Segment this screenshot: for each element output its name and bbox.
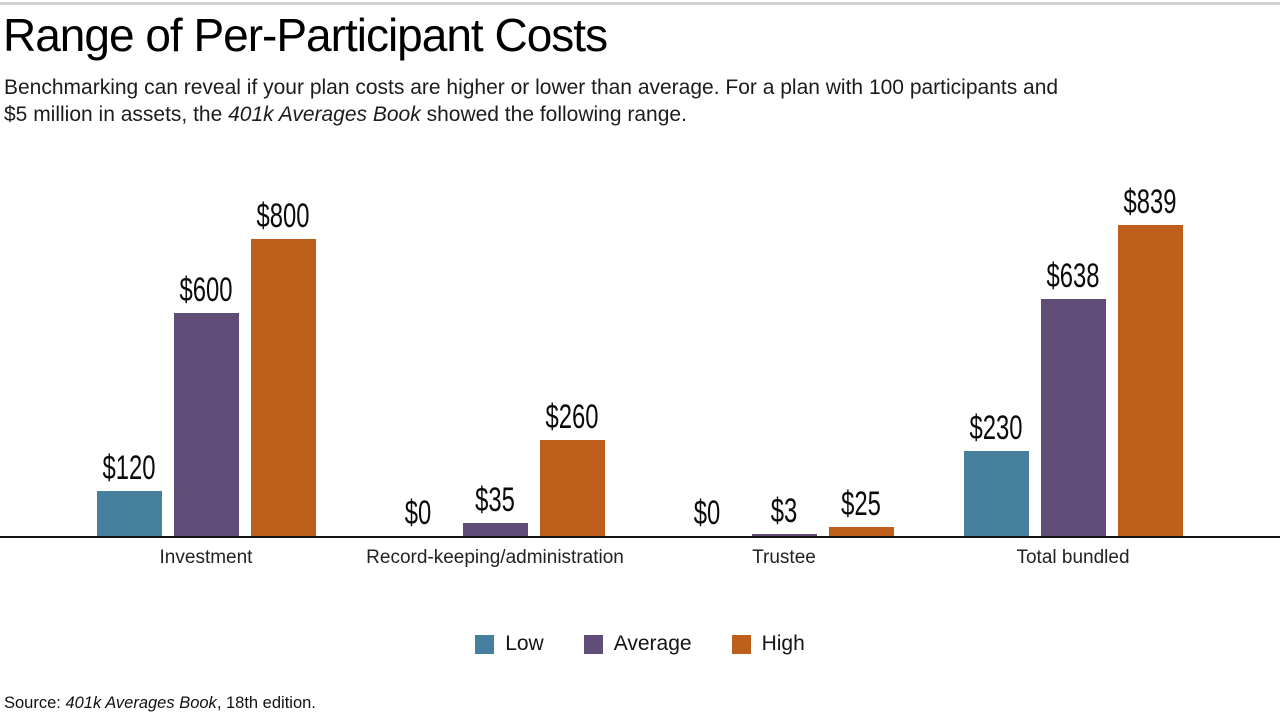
- legend-label-low: Low: [505, 632, 544, 655]
- legend: Low Average High: [0, 632, 1280, 656]
- source-note: Source: 401k Averages Book, 18th edition…: [4, 694, 316, 713]
- legend-label-high: High: [761, 632, 805, 655]
- x-axis-line: [0, 536, 1280, 538]
- subtitle-line2-post: showed the following range.: [420, 103, 687, 126]
- bar-value-label: $0: [693, 494, 721, 532]
- bar-high-total-bundled: [1117, 225, 1183, 536]
- legend-item-low: Low: [475, 632, 544, 656]
- bar-value-label: $839: [1123, 183, 1177, 221]
- bar-high-investment: [250, 239, 316, 536]
- chart-subtitle: Benchmarking can reveal if your plan cos…: [4, 74, 1264, 128]
- bar-value-label: $230: [969, 409, 1023, 447]
- bar-low-investment: [96, 491, 162, 536]
- source-suffix: , 18th edition.: [216, 694, 316, 712]
- bar-high-record-keeping-administration: [539, 440, 605, 536]
- top-divider-line: [0, 2, 1280, 5]
- category-label-trustee: Trustee: [752, 547, 816, 568]
- subtitle-line2-pre: $5 million in assets, the: [4, 103, 229, 126]
- bar-value-label: $25: [841, 485, 881, 523]
- category-label-record-keeping-administration: Record-keeping/administration: [366, 547, 624, 568]
- bar-high-trustee: [828, 527, 894, 536]
- subtitle-line1: Benchmarking can reveal if your plan cos…: [4, 76, 1059, 99]
- bar-value-label: $120: [102, 449, 156, 487]
- bar-value-label: $35: [475, 481, 515, 519]
- bar-value-label: $260: [545, 398, 599, 436]
- bar-value-label: $0: [404, 494, 432, 532]
- legend-item-high: High: [731, 632, 805, 656]
- source-prefix: Source:: [4, 694, 66, 712]
- legend-swatch-high: [731, 634, 751, 654]
- bar-average-record-keeping-administration: [462, 523, 528, 536]
- bar-value-label: $3: [770, 492, 798, 530]
- bar-average-total-bundled: [1040, 299, 1106, 536]
- bar-low-total-bundled: [963, 451, 1029, 536]
- category-label-investment: Investment: [159, 547, 253, 568]
- bar-value-label: $600: [179, 271, 233, 309]
- category-label-total-bundled: Total bundled: [1016, 547, 1130, 568]
- subtitle-book-title: 401k Averages Book: [228, 103, 421, 126]
- bar-average-trustee: [751, 534, 817, 536]
- source-book-title: 401k Averages Book: [65, 694, 217, 712]
- legend-label-average: Average: [613, 632, 692, 655]
- bar-value-label: $638: [1046, 257, 1100, 295]
- bar-average-investment: [173, 313, 239, 536]
- legend-item-average: Average: [583, 632, 692, 656]
- legend-swatch-average: [583, 634, 603, 654]
- page-title: Range of Per-Participant Costs: [3, 9, 608, 61]
- bar-value-label: $800: [256, 197, 310, 235]
- legend-swatch-low: [475, 634, 495, 654]
